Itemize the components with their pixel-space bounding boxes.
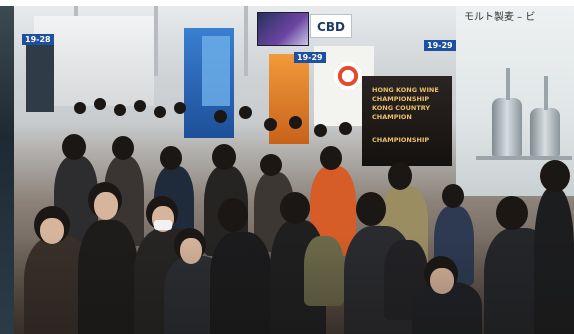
person-head (280, 192, 310, 224)
wine-sign-line: HONG KONG WINE (372, 86, 439, 94)
person-body (78, 220, 138, 334)
tank-illustration (530, 108, 560, 156)
backpack (304, 236, 344, 306)
aisle-sign-1: 19-28 (22, 34, 54, 45)
aisle-sign-2: 19-29 (294, 52, 326, 63)
circular-logo (334, 62, 362, 90)
person-head (289, 116, 302, 129)
wine-championship-sign: HONG KONG WINE CHAMPIONSHIP KONG COUNTRY… (368, 82, 450, 162)
person-face (94, 192, 118, 220)
tank-illustration (492, 98, 522, 156)
pipe-illustration (544, 76, 548, 110)
poster-caption: モルト製麦 – ビ (464, 12, 536, 23)
booth-wine-display (362, 76, 452, 166)
wine-sign-line: CHAMPIONSHIP (372, 136, 430, 144)
person-head (212, 144, 236, 170)
person-head (339, 122, 352, 135)
person-head (218, 198, 248, 232)
person-head (114, 104, 126, 116)
person-head (239, 106, 252, 119)
person-head (264, 118, 277, 131)
video-screen (257, 12, 309, 46)
booth-blue-screen (202, 36, 230, 106)
adjacent-photo-edge (0, 6, 14, 334)
person-body (534, 188, 574, 334)
wine-sign-line: CHAMPIONSHIP (372, 95, 430, 103)
person-face (430, 268, 454, 294)
booth-orange (269, 54, 309, 144)
person-head (154, 106, 166, 118)
exhibition-hall-photo: CBD 19-28 19-29 19-29 HONG KONG WINE CHA… (14, 6, 574, 334)
pipe-illustration (476, 156, 572, 160)
person-head (94, 98, 106, 110)
person-head (174, 102, 186, 114)
booth-wall-left (34, 16, 154, 106)
person-head (496, 196, 528, 230)
aisle-sign-3: 19-29 (424, 40, 456, 51)
person-face (180, 238, 202, 264)
cbd-sign: CBD (310, 14, 352, 38)
ceiling-beam (244, 6, 248, 76)
wine-sign-line: KONG COUNTRY CHAMPION (372, 104, 431, 121)
booth-panel-dark (26, 42, 54, 112)
person-face (40, 218, 64, 244)
person-head (314, 124, 327, 137)
person-head (260, 154, 282, 176)
foreground-shade (14, 236, 574, 334)
person-head (388, 162, 412, 190)
person-head (540, 160, 570, 192)
person-head (134, 100, 146, 112)
person-head (62, 134, 86, 160)
face-mask (154, 220, 172, 230)
person-head (160, 146, 182, 170)
person-head (74, 102, 86, 114)
ceiling-beam (154, 6, 158, 76)
pipe-illustration (506, 68, 510, 100)
person-head (112, 136, 134, 160)
person-head (320, 146, 342, 170)
person-head (442, 184, 464, 208)
person-head (214, 110, 227, 123)
person-body (210, 232, 272, 334)
person-head (356, 192, 386, 226)
